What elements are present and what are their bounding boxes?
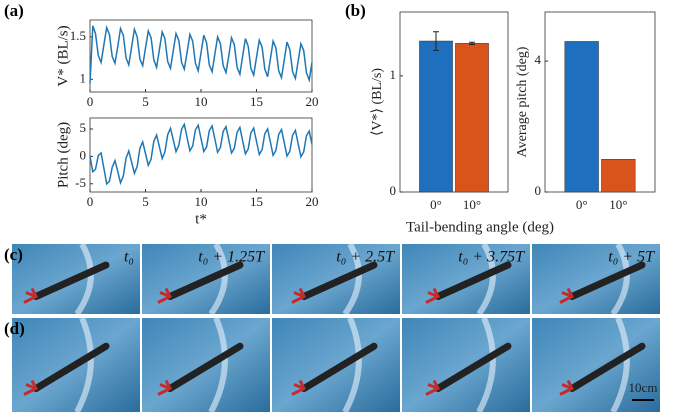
data-line <box>89 24 313 84</box>
x-tick-label: 0° <box>430 197 442 212</box>
water-glare <box>476 242 496 316</box>
x-tick-label: 15 <box>250 94 263 109</box>
x-tick-label: 10 <box>195 194 208 209</box>
robot-tail <box>157 287 173 304</box>
robot-body <box>300 261 378 300</box>
water-glare <box>74 316 94 414</box>
water-glare <box>208 242 228 316</box>
x-tick-label: 5 <box>142 194 149 209</box>
robot-tail <box>23 379 39 396</box>
error-bar <box>433 31 439 51</box>
time-label: t₀ + 1.25T <box>198 249 265 266</box>
time-label: t₀ + 2.5T <box>336 249 395 266</box>
x-tick-label: 10 <box>195 94 208 109</box>
photo <box>142 242 270 316</box>
y-tick-label: 1 <box>80 70 87 85</box>
water-glare <box>74 242 94 316</box>
x-tick-label: 20 <box>306 194 319 209</box>
water-glare <box>610 242 630 316</box>
y-tick-label: 1.5 <box>70 28 86 43</box>
robot-tail <box>157 379 173 396</box>
robot-body <box>568 342 646 392</box>
photo-bg <box>402 318 530 412</box>
y-axis-label: Average pitch (deg) <box>515 46 530 157</box>
robot-tail <box>425 287 441 304</box>
water-glare <box>208 316 228 414</box>
photo-bg <box>402 244 530 314</box>
robot-body <box>166 342 244 392</box>
robot-tail <box>291 379 307 396</box>
plot-frame <box>399 11 509 193</box>
water-glare <box>610 316 630 414</box>
plot-frame <box>544 11 656 193</box>
panel-label: (d) <box>4 319 25 338</box>
y-tick-label: 0 <box>535 183 542 198</box>
photo <box>272 316 400 414</box>
photo <box>12 316 140 414</box>
y-tick-label: 0 <box>390 183 397 198</box>
y-axis-label: V* (BL/s) <box>55 25 71 86</box>
y-axis-label: ⟨V*⟩ (BL/s) <box>370 68 385 136</box>
y-tick-label: 1 <box>390 67 397 82</box>
robot-body <box>568 261 646 300</box>
robot-tail <box>559 379 575 396</box>
x-tick-label: 0 <box>87 194 94 209</box>
bar <box>564 41 599 193</box>
time-label: t₀ + 5T <box>608 249 655 266</box>
photo <box>12 242 140 316</box>
photo <box>272 242 400 316</box>
robot-body <box>434 261 512 300</box>
time-label: t₀ + 3.75T <box>458 249 525 266</box>
plot-frame <box>89 117 313 193</box>
bar <box>601 159 636 193</box>
data-line <box>89 122 313 186</box>
robot-tail <box>291 287 307 304</box>
panel-label: (b) <box>345 1 366 20</box>
photo <box>402 316 530 414</box>
x-tick-label: 10° <box>463 197 481 212</box>
x-axis-label: t* <box>195 211 207 227</box>
robot-body <box>300 342 378 392</box>
robot-tail <box>425 379 441 396</box>
photo <box>402 242 530 316</box>
robot-body <box>434 342 512 392</box>
bar <box>455 43 489 193</box>
photo-bg <box>532 318 660 412</box>
photo <box>532 242 660 316</box>
robot-body <box>166 261 244 300</box>
robot-tail <box>23 287 39 304</box>
water-glare <box>342 242 362 316</box>
robot-body <box>32 261 110 300</box>
photo-bg <box>272 318 400 412</box>
time-label: t₀ <box>124 249 134 266</box>
y-tick-label: -5 <box>75 175 86 190</box>
x-tick-label: 0° <box>576 197 588 212</box>
bar <box>419 40 453 193</box>
x-axis-label: Tail-bending angle (deg) <box>406 219 554 235</box>
panel-label: (c) <box>4 245 23 264</box>
y-axis-label: Pitch (deg) <box>55 122 71 188</box>
water-glare <box>342 316 362 414</box>
x-tick-label: 15 <box>250 194 263 209</box>
y-tick-label: 0 <box>80 147 87 162</box>
x-tick-label: 0 <box>87 94 94 109</box>
x-tick-label: 10° <box>609 197 627 212</box>
x-tick-label: 5 <box>142 94 149 109</box>
photo <box>532 316 660 414</box>
error-bar <box>469 41 475 46</box>
y-tick-label: 4 <box>535 52 542 67</box>
water-glare <box>476 316 496 414</box>
robot-tail <box>559 287 575 304</box>
scale-bar-label: 10cm <box>629 380 658 395</box>
y-tick-label: 5 <box>80 120 87 135</box>
photo-bg <box>532 244 660 314</box>
photo <box>142 316 270 414</box>
x-tick-label: 20 <box>306 94 319 109</box>
panel-label: (a) <box>4 1 24 20</box>
robot-body <box>32 342 110 392</box>
